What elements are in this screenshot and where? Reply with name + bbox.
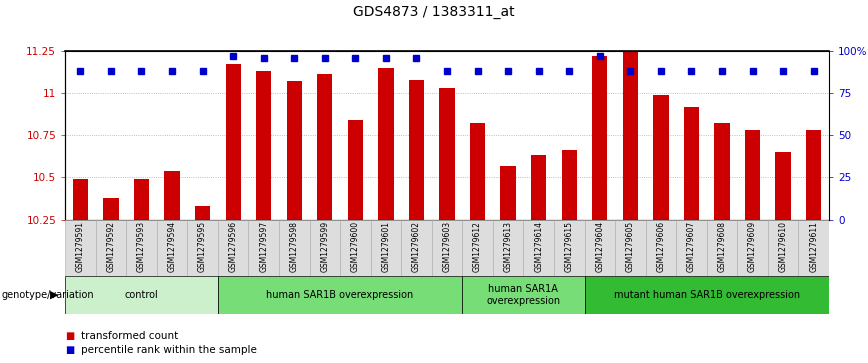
Text: GSM1279597: GSM1279597 xyxy=(260,221,268,272)
Text: transformed count: transformed count xyxy=(81,331,178,341)
Bar xyxy=(463,276,584,314)
Bar xyxy=(799,220,829,276)
Text: GSM1279607: GSM1279607 xyxy=(687,221,696,272)
Bar xyxy=(195,206,210,220)
Bar xyxy=(134,179,149,220)
Bar xyxy=(340,220,371,276)
Text: ▶: ▶ xyxy=(49,290,58,300)
Bar xyxy=(286,81,302,220)
Text: GSM1279614: GSM1279614 xyxy=(534,221,543,272)
Bar xyxy=(73,179,88,220)
Text: GSM1279603: GSM1279603 xyxy=(443,221,451,272)
Bar xyxy=(157,220,187,276)
Text: GSM1279612: GSM1279612 xyxy=(473,221,482,272)
Bar xyxy=(256,71,272,220)
Text: GDS4873 / 1383311_at: GDS4873 / 1383311_at xyxy=(353,5,515,20)
Bar xyxy=(584,220,615,276)
Text: GSM1279600: GSM1279600 xyxy=(351,221,360,272)
Text: GSM1279606: GSM1279606 xyxy=(656,221,666,272)
Bar xyxy=(622,51,638,220)
Bar xyxy=(463,220,493,276)
Text: GSM1279602: GSM1279602 xyxy=(412,221,421,272)
Text: GSM1279608: GSM1279608 xyxy=(718,221,727,272)
Text: GSM1279599: GSM1279599 xyxy=(320,221,329,272)
Text: GSM1279605: GSM1279605 xyxy=(626,221,635,272)
Text: human SAR1A
overexpression: human SAR1A overexpression xyxy=(486,284,561,306)
Bar xyxy=(279,220,310,276)
Text: genotype/variation: genotype/variation xyxy=(2,290,95,300)
Bar xyxy=(501,166,516,220)
Text: GSM1279595: GSM1279595 xyxy=(198,221,207,272)
Bar xyxy=(676,220,707,276)
Bar xyxy=(248,220,279,276)
Text: ■: ■ xyxy=(65,345,75,355)
Bar xyxy=(470,123,485,220)
Text: GSM1279615: GSM1279615 xyxy=(565,221,574,272)
Bar xyxy=(707,220,737,276)
Bar xyxy=(684,106,699,220)
Bar xyxy=(562,150,577,220)
Bar xyxy=(401,220,431,276)
Bar xyxy=(523,220,554,276)
Bar xyxy=(584,276,829,314)
Bar xyxy=(745,130,760,220)
Bar xyxy=(164,171,180,220)
Bar xyxy=(187,220,218,276)
Text: GSM1279611: GSM1279611 xyxy=(809,221,819,272)
Bar xyxy=(654,95,668,220)
Bar xyxy=(531,155,546,220)
Bar xyxy=(378,68,393,220)
Text: mutant human SAR1B overexpression: mutant human SAR1B overexpression xyxy=(614,290,799,300)
Bar xyxy=(103,198,119,220)
Bar xyxy=(95,220,126,276)
Bar xyxy=(371,220,401,276)
Bar xyxy=(226,64,240,220)
Text: GSM1279591: GSM1279591 xyxy=(76,221,85,272)
Bar xyxy=(615,220,646,276)
Bar xyxy=(493,220,523,276)
Bar xyxy=(806,130,821,220)
Bar xyxy=(768,220,799,276)
Bar xyxy=(737,220,768,276)
Text: GSM1279594: GSM1279594 xyxy=(168,221,176,272)
Bar xyxy=(126,220,157,276)
Text: GSM1279610: GSM1279610 xyxy=(779,221,787,272)
Text: ■: ■ xyxy=(65,331,75,341)
Bar xyxy=(218,220,248,276)
Bar xyxy=(431,220,463,276)
Bar xyxy=(409,79,424,220)
Text: GSM1279598: GSM1279598 xyxy=(290,221,299,272)
Bar xyxy=(439,88,455,220)
Bar xyxy=(775,152,791,220)
Bar xyxy=(592,56,608,220)
Bar xyxy=(65,220,95,276)
Bar xyxy=(714,123,730,220)
Text: GSM1279604: GSM1279604 xyxy=(595,221,604,272)
Text: control: control xyxy=(125,290,158,300)
Bar xyxy=(310,220,340,276)
Text: GSM1279609: GSM1279609 xyxy=(748,221,757,272)
Bar xyxy=(218,276,463,314)
Bar xyxy=(554,220,584,276)
Text: percentile rank within the sample: percentile rank within the sample xyxy=(81,345,257,355)
Text: GSM1279613: GSM1279613 xyxy=(503,221,513,272)
Text: GSM1279593: GSM1279593 xyxy=(137,221,146,272)
Text: GSM1279601: GSM1279601 xyxy=(381,221,391,272)
Bar xyxy=(646,220,676,276)
Bar xyxy=(65,276,218,314)
Bar xyxy=(348,120,363,220)
Text: GSM1279596: GSM1279596 xyxy=(228,221,238,272)
Text: human SAR1B overexpression: human SAR1B overexpression xyxy=(266,290,414,300)
Text: GSM1279592: GSM1279592 xyxy=(107,221,115,272)
Bar xyxy=(317,74,332,220)
